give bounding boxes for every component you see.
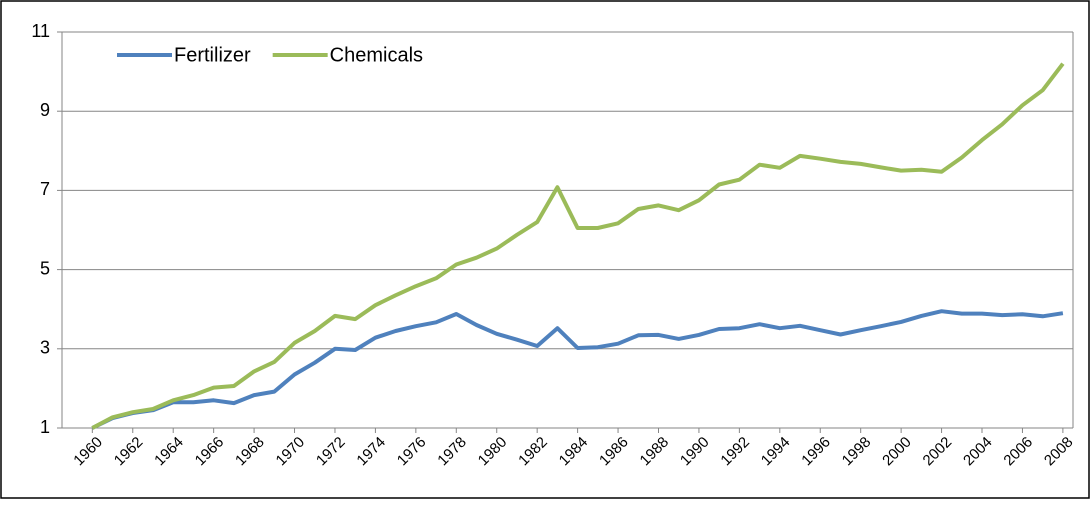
y-tick-label: 3 (40, 338, 50, 358)
legend-label: Chemicals (330, 44, 423, 66)
legend-label: Fertilizer (174, 44, 251, 66)
y-tick-label: 5 (40, 258, 50, 278)
y-tick-label: 1 (40, 417, 50, 437)
series-line (91, 309, 1064, 430)
y-tick-label: 11 (31, 21, 50, 41)
series-line (91, 62, 1065, 430)
y-tick-label: 9 (40, 100, 50, 120)
y-tick-label: 7 (40, 179, 50, 199)
